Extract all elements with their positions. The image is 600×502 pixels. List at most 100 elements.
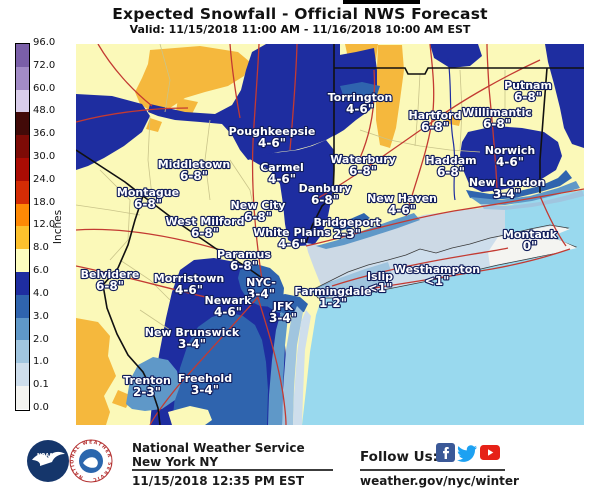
city-value: 3-4" [269,311,297,325]
footer-office: New York NY [132,455,219,469]
city-label: White Plains [253,226,331,239]
city-label: Torrington [328,91,393,104]
city-label: New London [469,176,545,189]
footer-divider-left [132,469,333,471]
legend-tick: 24.0 [33,173,56,185]
legend-tick: 72.0 [33,59,56,71]
city-label: Islip [367,270,393,283]
city-label: Freehold [178,372,232,385]
city-label: Carmel [260,161,304,174]
state-borders [75,44,584,426]
legend-block-15 [16,385,29,409]
city-value: 0" [523,239,538,253]
legend-tick: 1.0 [33,356,49,368]
city-value: 6-8" [437,165,465,179]
city-value: 6-8" [421,120,449,134]
footer-timestamp: 11/15/2018 12:35 PM EST [132,474,305,488]
youtube-icon[interactable] [480,445,500,460]
city-label: Montauk [503,228,558,241]
snowfall-region-01-1 [293,310,311,425]
legend-tick: 12.0 [33,219,56,231]
city-value: 4-6" [214,305,242,319]
city-value: 2-3" [333,227,361,241]
city-value: 6-8" [230,259,258,273]
facebook-icon[interactable] [436,443,455,462]
city-value: 4-6" [278,237,306,251]
highways [75,43,585,426]
city-value: 6-8" [180,169,208,183]
noaa-logo: NOAA [27,440,69,482]
city-label: Danbury [299,182,352,195]
legend-block-8 [16,226,29,250]
city-value: 3-4" [178,337,206,351]
legend-block-10 [16,271,29,295]
legend-block-4 [16,135,29,158]
legend-block-6 [16,180,29,204]
city-label: Putnam [504,79,552,92]
legend-block-1 [16,66,29,90]
legend-block-0 [16,44,29,67]
legend-tick: 6.0 [33,265,49,277]
city-value: 6-8" [96,279,124,293]
city-label: Norwich [485,144,535,157]
city-value: 6-8" [244,210,272,224]
legend-tick: 3.0 [33,310,49,322]
city-label: Morristown [154,272,224,285]
city-label: Willimantic [462,106,531,119]
yellow-pocket-south-nj [168,406,212,425]
nws-logo: NATIONAL WEATHER SERVICE [69,439,113,483]
city-value: 4-6" [496,155,524,169]
legend-tick: 0.0 [33,401,49,413]
city-value: 6-8" [483,117,511,131]
city-label: Haddam [425,154,476,167]
legend-unit-label: Inches [52,209,64,245]
city-value: <1" [425,274,450,288]
footer-agency: National Weather Service [132,441,305,455]
legend-tick: 2.0 [33,333,49,345]
legend-tick: 48.0 [33,105,56,117]
noaa-seagull-icon [32,451,65,466]
city-value: 4-6" [258,136,286,150]
city-value: 2-3" [133,385,161,399]
city-label: West Milford [166,215,245,228]
city-value: 6-8" [134,197,162,211]
city-value: 4-6" [268,172,296,186]
city-label: Farmingdale [294,285,371,298]
city-value: 4-6" [346,102,374,116]
legend-block-14 [16,363,29,386]
city-label: New City [231,199,286,212]
snowfall-region-0-east-li [488,226,577,266]
city-label: Hartford [409,109,462,122]
twitter-icon[interactable] [457,444,478,462]
legend-tick: 30.0 [33,151,56,163]
legend-block-13 [16,340,29,364]
city-label: Paramus [217,248,271,261]
legend-tick: 36.0 [33,128,56,140]
snowfall-region-3-4 [172,82,572,425]
city-label: New Haven [367,192,437,205]
city-value: 6-8" [514,90,542,104]
footer-url[interactable]: weather.gov/nyc/winter [360,474,519,488]
city-labels: Poughkeepsie4-6"Middletown6-8"Montague6-… [79,78,558,400]
connecticut-river [447,57,456,201]
legend-block-5 [16,157,29,181]
forecast-map: Poughkeepsie 4-6" Middletown 6-8" Montague 6-… [75,43,585,426]
legend-tick: 18.0 [33,196,56,208]
city-value: 6-8" [191,226,219,240]
forecast-map-svg: Poughkeepsie4-6"Middletown6-8"Montague6-… [75,43,585,426]
city-label: JFK [272,300,294,313]
legend-block-3 [16,112,29,136]
city-value: 6-8" [349,164,377,178]
city-label: Westhampton [394,263,480,276]
city-value: 3-4" [191,383,219,397]
follow-us-label: Follow Us: [360,449,439,465]
city-label: Bridgeport [314,216,381,229]
long-island-sound [306,206,505,288]
legend-tick: 8.0 [33,242,49,254]
city-value: 6-8" [311,193,339,207]
city-label: New Brunswick [145,326,240,339]
city-label: Waterbury [330,153,396,166]
city-value: 4-6" [175,283,203,297]
county-lines [75,43,506,331]
